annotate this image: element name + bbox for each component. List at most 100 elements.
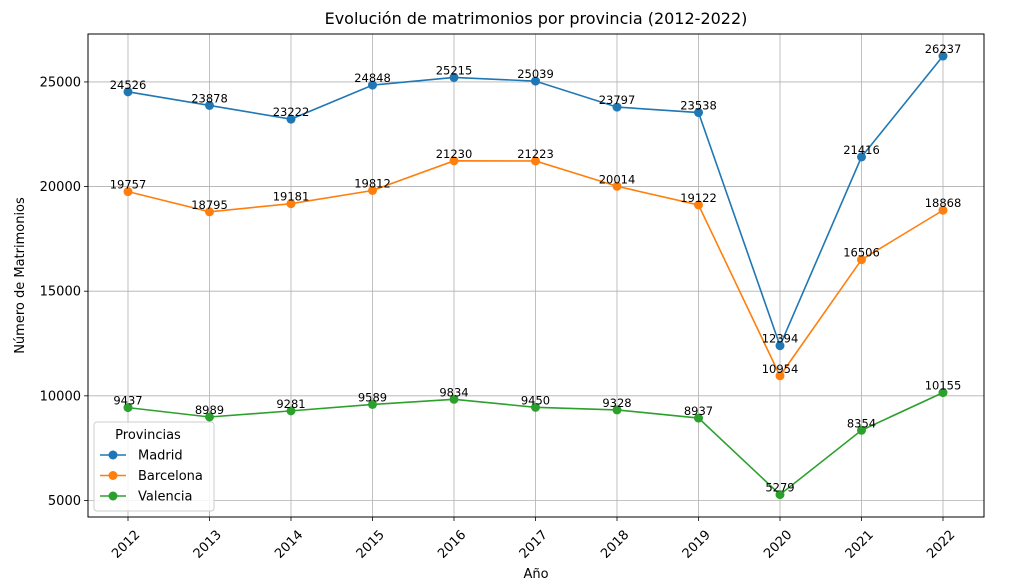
data-label: 23797 [599,93,636,107]
data-point [449,156,459,166]
legend-box [93,421,215,512]
data-label: 9834 [439,385,468,399]
data-label: 9328 [602,396,631,410]
data-label: 19812 [354,176,391,190]
data-point [612,181,622,191]
data-point [286,114,296,124]
data-point [286,199,296,209]
data-point [857,255,866,265]
legend-label: Madrid [138,449,183,464]
x-tick-label: 2022 [924,528,958,562]
legend: Provincias Madrid Barcelona Valencia [93,421,215,512]
legend-items: Madrid Barcelona Valencia [100,449,203,505]
data-point [368,185,377,195]
data-label: 18868 [925,196,962,210]
y-axis: 5000 10000 15000 20000 25000 [40,75,88,509]
y-tick-label: 10000 [40,389,81,404]
data-point [368,80,377,90]
data-label: 23222 [273,105,310,119]
legend-item-madrid: Madrid [100,449,183,464]
x-tick-label: 2016 [435,528,469,562]
data-point [205,412,214,422]
x-axis: 2012 2013 2014 2015 2016 2017 2018 2019 2020 2021… [109,517,958,562]
data-point [938,205,948,215]
y-axis-title: Número de Matrimonios [13,197,28,354]
data-label: 8989 [195,403,224,417]
grid [88,34,984,517]
data-point [531,156,540,166]
legend-swatch-marker [108,491,118,501]
data-point [531,76,540,86]
y-tick-label: 5000 [48,494,81,509]
data-point [612,102,622,112]
data-label: 10954 [762,362,799,376]
data-point [694,200,703,210]
data-point [205,100,214,110]
y-tick-label: 15000 [40,285,81,300]
data-label: 21416 [843,143,880,157]
data-label: 19757 [110,178,147,192]
data-label: 23878 [191,91,228,105]
legend-label: Barcelona [138,469,203,484]
plot-frame [87,33,985,518]
data-point [286,406,296,416]
data-point [449,394,459,404]
data-point [123,403,133,413]
chart-title: Evolución de matrimonios por provincia (… [325,9,748,28]
data-point [775,341,785,351]
data-point [123,187,133,197]
y-tick-label: 25000 [40,75,81,90]
data-labels: 24526 23878 23222 24848 25215 25039 23797 23538… [110,42,962,495]
data-point [205,207,214,217]
legend-swatch-marker [108,471,118,480]
x-tick-label: 2014 [272,528,306,562]
x-tick-label: 2020 [761,528,795,562]
x-tick-label: 2018 [598,528,632,562]
data-label: 9589 [358,390,387,404]
data-label: 24526 [110,78,147,92]
x-tick-label: 2017 [517,528,551,562]
data-label: 23538 [680,99,717,113]
data-label: 5279 [765,481,794,495]
data-label: 19122 [680,191,717,205]
data-label: 25215 [436,63,473,77]
data-point [368,399,377,409]
legend-label: Valencia [138,490,192,505]
data-point [857,152,866,162]
x-axis-title: Año [523,567,548,582]
data-point [694,413,703,423]
data-label: 9281 [276,397,305,411]
legend-item-valencia: Valencia [100,490,192,505]
data-label: 18795 [191,198,228,212]
data-label: 21230 [436,147,473,161]
data-point [857,425,866,435]
series-layer [123,51,948,500]
data-label: 9450 [521,393,550,407]
y-tick-label: 20000 [40,180,81,195]
x-tick-label: 2019 [680,528,714,562]
data-point [694,108,703,118]
legend-item-barcelona: Barcelona [100,469,203,484]
data-label: 20014 [599,172,636,186]
data-point [123,87,133,97]
x-tick-label: 2013 [191,528,225,562]
data-point [938,388,948,398]
data-label: 16506 [843,246,880,260]
data-label: 9437 [113,394,142,408]
data-point [938,51,948,61]
data-label: 26237 [925,42,962,56]
data-point [775,490,785,500]
x-tick-label: 2021 [843,528,877,562]
legend-swatch-marker [108,450,118,460]
data-point [775,371,785,381]
data-label: 21223 [517,147,554,161]
data-label: 8937 [684,404,713,418]
data-label: 25039 [517,67,554,81]
data-label: 19181 [273,190,310,204]
x-tick-label: 2012 [109,528,143,562]
x-tick-label: 2015 [354,528,388,562]
data-point [612,405,622,415]
legend-title: Provincias [115,428,181,443]
data-label: 24848 [354,71,391,85]
